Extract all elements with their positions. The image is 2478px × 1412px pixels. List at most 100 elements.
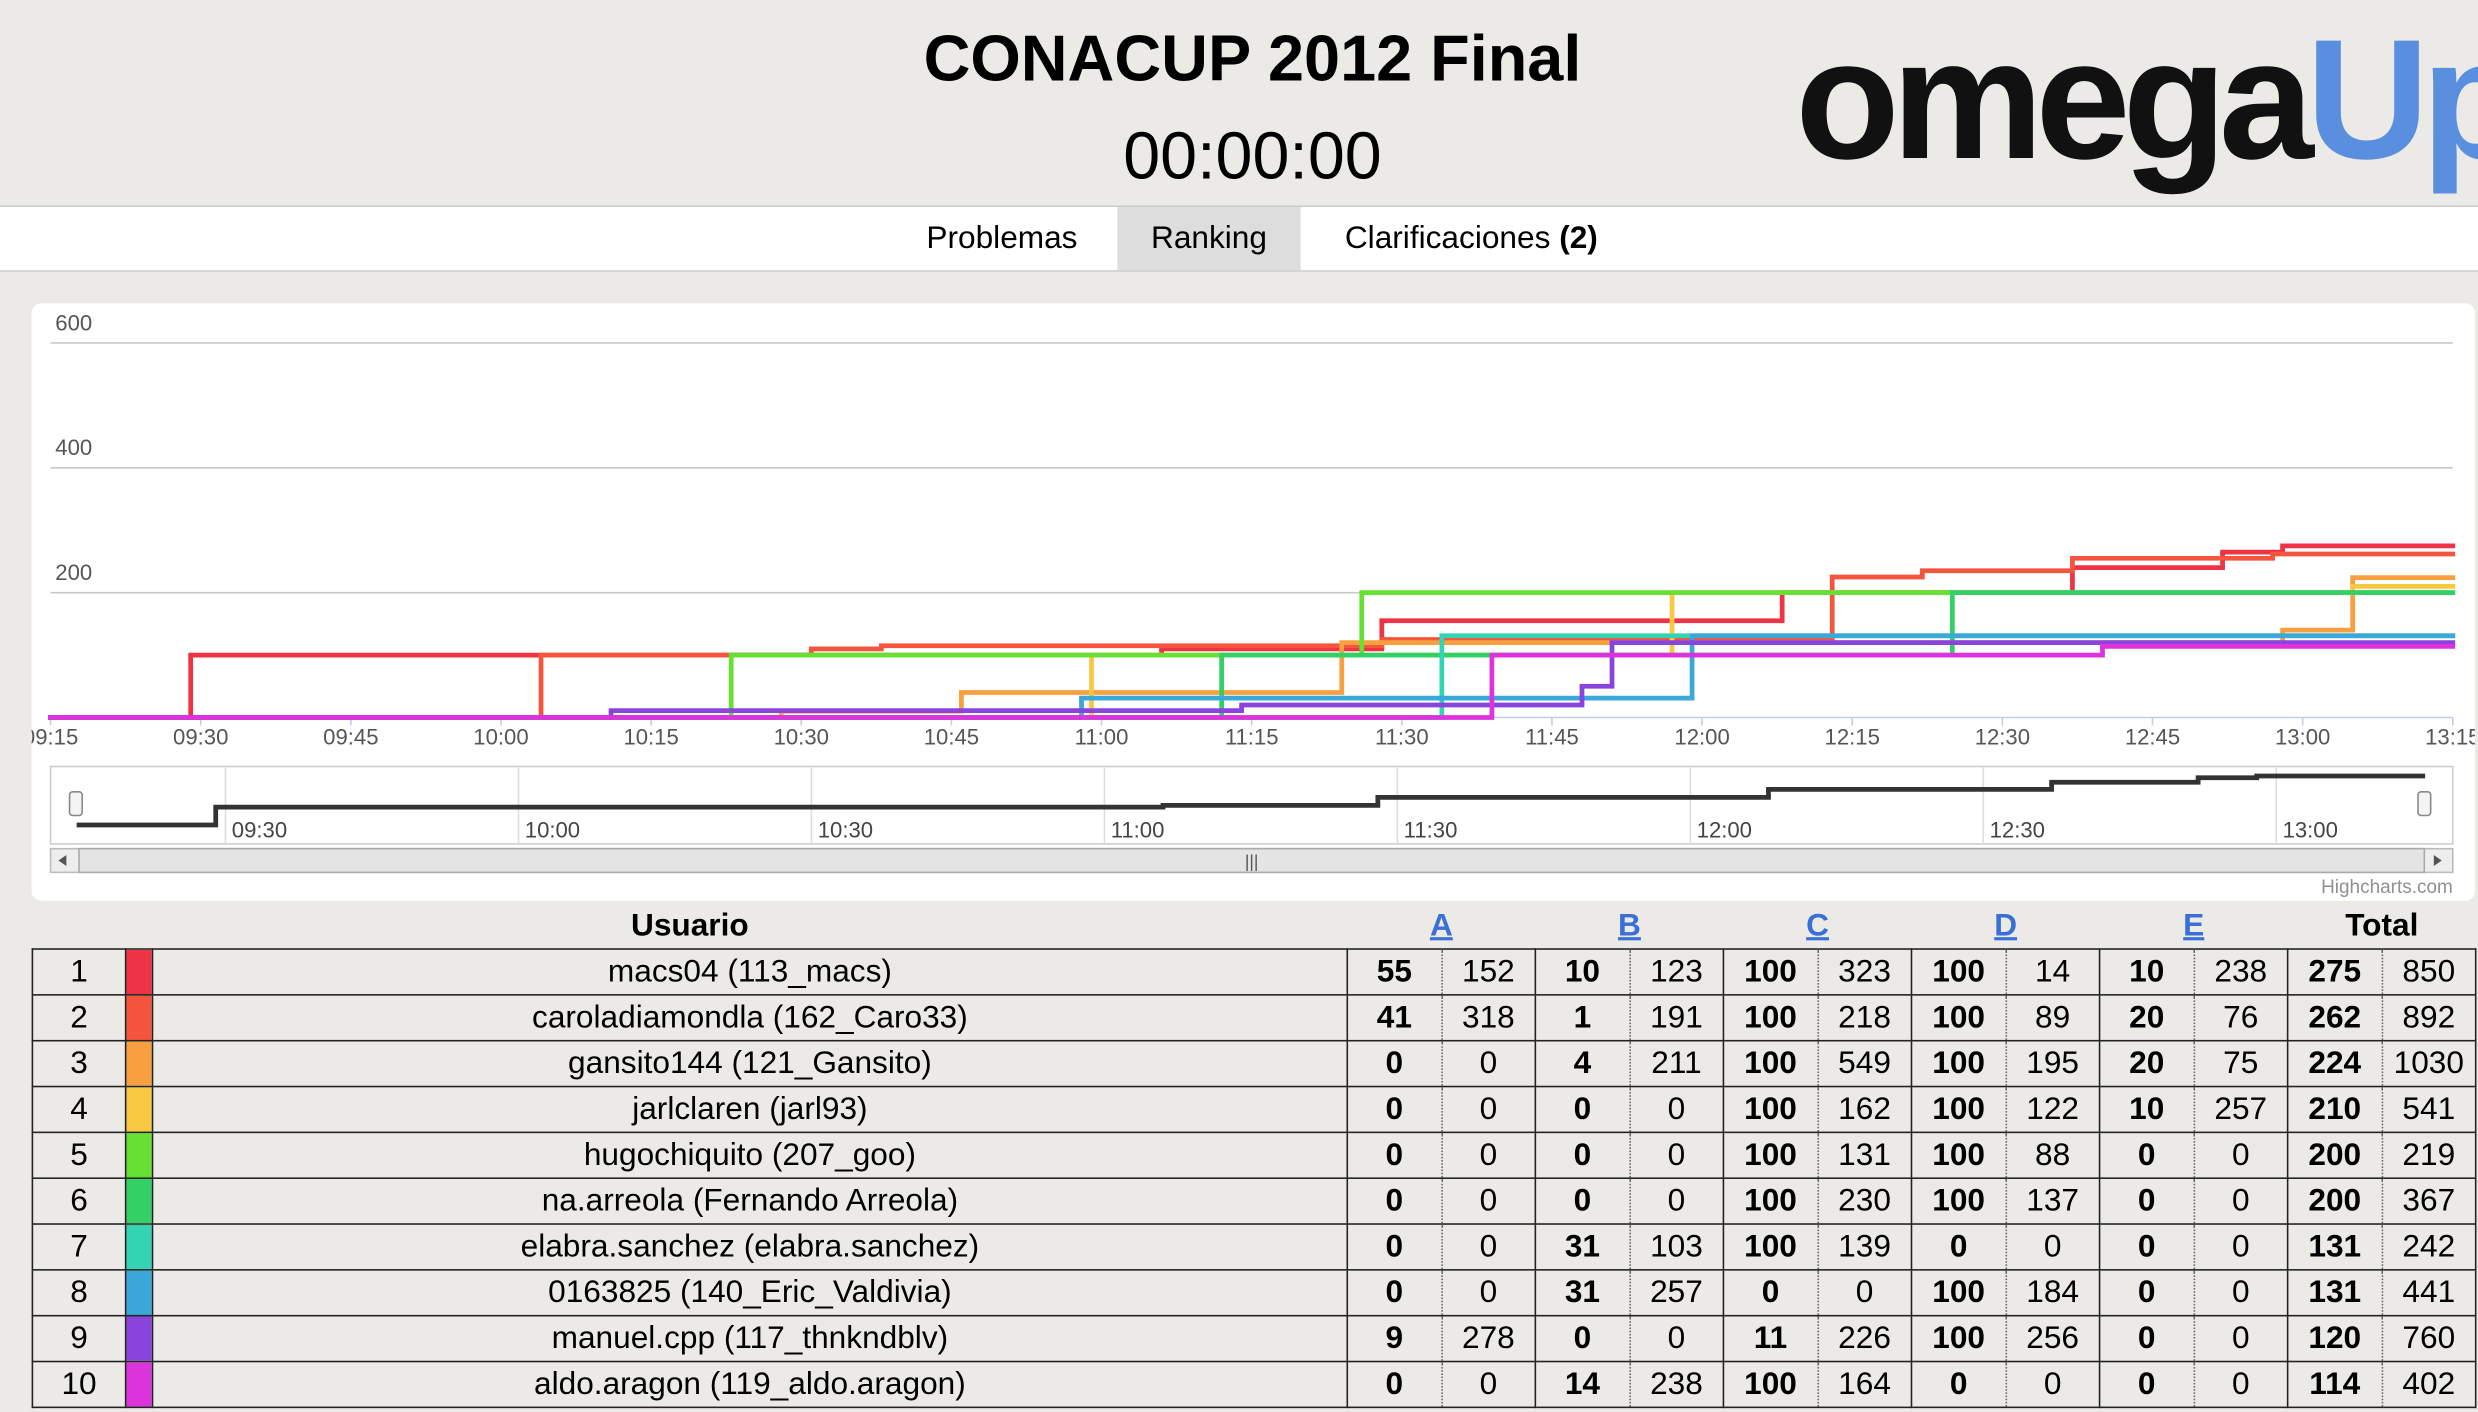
penalty: 218 [1816,994,1913,1042]
penalty: 184 [2004,1269,2101,1317]
points: 100 [1910,1269,2007,1317]
penalty: 76 [2192,994,2289,1042]
points: 11 [1722,1314,1819,1363]
points: 100 [1910,1085,2007,1134]
points: 0 [2098,1314,2195,1363]
user: manuel.cpp (117_thnkndblv) [151,1314,1349,1363]
penalty: 162 [1816,1085,1913,1134]
points: 0 [1346,1223,1443,1271]
penalty: 0 [2004,1360,2101,1409]
timer: 00:00:00 [1123,118,1382,193]
navigator-tick-label: 11:30 [1404,818,1458,843]
navigator-frame [49,765,2454,845]
points: 100 [1910,1177,2007,1225]
penalty: 318 [1440,994,1537,1042]
penalty: 14 [2004,948,2101,996]
user: jarlclaren (jarl93) [151,1085,1349,1134]
points: 1 [1534,994,1631,1042]
penalty: 230 [1816,1177,1913,1225]
scroll-arrow [2433,854,2442,867]
problem-link[interactable]: E [2183,907,2205,943]
scrollbar-thumb [78,847,2426,874]
penalty: 257 [2192,1085,2289,1134]
penalty: 219 [2381,1131,2477,1179]
points: 0 [1346,1039,1443,1088]
penalty: 211 [1628,1039,1725,1088]
points: 275 [2286,948,2383,996]
x-tick-label: 11:15 [1225,724,1279,749]
points: 200 [2286,1177,2383,1225]
header-cell: A [1347,904,1535,949]
header-cell: E [2100,904,2288,949]
problem-link[interactable]: A [1429,907,1453,943]
points: 114 [2286,1360,2383,1409]
x-tick-label: 12:15 [1825,724,1880,749]
points: 14 [1534,1360,1631,1409]
points: 0 [1910,1360,2007,1409]
ranking-row: 2 caroladiamondla (162_Caro33) 41 318 1 191 10… [31,994,2477,1042]
penalty: 0 [2192,1131,2289,1179]
penalty: 123 [1628,948,1725,996]
x-tick-label: 10:15 [623,724,678,749]
contest-title: CONACUP 2012 Final [923,22,1582,95]
points: 0 [2098,1360,2195,1409]
navigator-tick-label: 10:30 [818,818,873,843]
navigator-tick-label: 13:00 [2283,818,2338,843]
points: 0 [1346,1360,1443,1409]
tab-active[interactable]: Ranking [1117,207,1301,271]
scroll-arrow [58,854,67,867]
logo-part: Up [2305,3,2478,195]
penalty: 541 [2381,1085,2477,1134]
problem-link[interactable]: B [1618,907,1641,943]
penalty: 226 [1816,1314,1913,1363]
ranking-row: 9 manuel.cpp (117_thnkndblv) 9 278 0 0 11 226 10… [31,1314,2477,1363]
penalty: 0 [2192,1269,2289,1317]
penalty: 238 [1628,1360,1725,1409]
x-tick-label: 10:30 [774,724,829,749]
header-row: Usuario A B C D E Total [32,904,2475,949]
points: 0 [1534,1131,1631,1179]
color-swatch [124,1269,154,1317]
chart: 200 400 600 09:15 09:30 09:45 10:00 10:15 10:30 1… [32,310,2475,898]
points: 0 [1534,1085,1631,1134]
points: 41 [1346,994,1443,1042]
ranking-row: 1 macs04 (113_macs) 55 152 10 123 100 323 100 14 1… [31,948,2477,996]
header-cell: D [1912,904,2100,949]
rank: 9 [31,1314,127,1363]
penalty: 850 [2381,948,2477,996]
points: 0 [1722,1269,1819,1317]
points: 0 [1346,1085,1443,1134]
points: 224 [2286,1039,2383,1088]
tab[interactable]: Problemas [926,221,1078,257]
rank: 7 [31,1223,127,1271]
penalty: 760 [2381,1314,2477,1363]
penalty: 0 [1628,1085,1725,1134]
penalty: 549 [1816,1039,1913,1088]
navigator-tick-label: 12:00 [1697,818,1752,843]
problem-link[interactable]: D [1994,907,2018,943]
penalty: 0 [1628,1314,1725,1363]
penalty: 0 [1440,1360,1537,1409]
color-swatch [124,1314,154,1363]
points: 0 [1346,1177,1443,1225]
penalty: 122 [2004,1085,2101,1134]
points: 120 [2286,1314,2383,1363]
points: 55 [1346,948,1443,996]
rank: 2 [31,994,127,1042]
logo[interactable]: omegaUp [1795,0,2478,202]
x-tick-label: 09:30 [173,724,228,749]
x-tick-label: 09:45 [323,724,378,749]
points: 100 [1722,948,1819,996]
x-tick-label: 09:15 [32,724,79,749]
penalty: 242 [2381,1223,2477,1271]
points: 0 [2098,1269,2195,1317]
tab-label: Clarificaciones [1344,221,1551,257]
points: 100 [1910,994,2007,1042]
x-tick-label: 12:00 [1674,724,1729,749]
user: aldo.aragon (119_aldo.aragon) [151,1360,1349,1409]
logo-part: omega [1795,3,2314,195]
tab[interactable]: Clarificaciones (2) [1321,207,1621,270]
problem-link[interactable]: C [1806,907,1829,943]
header-cell: B [1535,904,1723,949]
penalty: 402 [2381,1360,2477,1409]
